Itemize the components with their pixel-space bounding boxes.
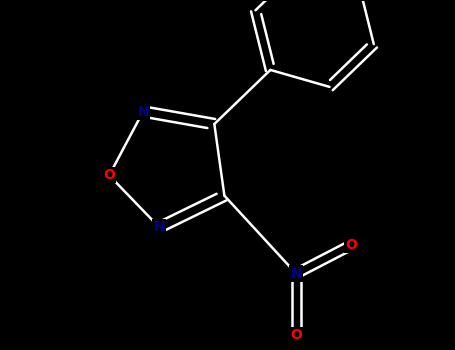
Text: O: O xyxy=(103,168,115,182)
Text: O: O xyxy=(346,238,358,252)
Text: O: O xyxy=(290,328,302,342)
Text: N: N xyxy=(137,105,149,119)
Text: N: N xyxy=(154,220,165,234)
Text: N: N xyxy=(290,267,302,281)
